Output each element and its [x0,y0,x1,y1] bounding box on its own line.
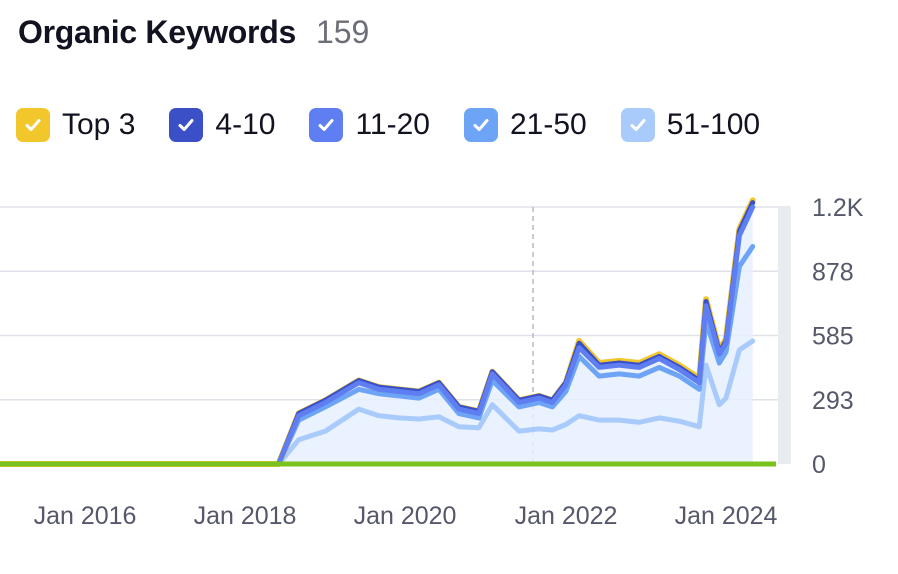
legend-label-4-10: 4-10 [215,108,276,141]
checkbox-51-100[interactable] [620,108,655,142]
area-fill [0,200,753,464]
series-line-51-100[interactable] [0,338,756,467]
legend-item-11-20[interactable]: 11-20 [309,108,430,142]
check-icon [25,119,41,131]
x-tick-label: Jan 2024 [675,502,778,530]
legend-item-51-100[interactable]: 51-100 [620,108,761,142]
checkbox-top-3[interactable] [16,108,50,142]
legend-label-51-100: 51-100 [666,108,761,141]
widget-header: Organic Keywords 159 [18,14,369,51]
checkbox-11-20[interactable] [309,108,344,142]
legend-label-top-3: Top 3 [62,108,136,141]
y-tick-label: 1.2K [812,194,864,222]
y-tick-label: 293 [812,387,854,415]
widget-title: Organic Keywords [18,14,296,50]
x-tick-label: Jan 2020 [354,502,457,530]
x-tick-label: Jan 2018 [194,502,297,530]
current-period-band [778,207,791,464]
check-icon [630,119,646,131]
legend: Top 3 4-10 11-20 21-50 51-100 [16,108,794,142]
legend-label-21-50: 21-50 [509,108,587,141]
check-icon [178,119,194,131]
y-tick-label: 585 [812,323,854,351]
keyword-count: 159 [315,14,370,50]
checkbox-4-10[interactable] [169,108,204,142]
x-tick-label: Jan 2022 [515,502,618,530]
legend-item-4-10[interactable]: 4-10 [169,108,275,142]
check-icon [473,119,489,131]
x-tick-label: Jan 2016 [34,502,137,530]
legend-item-top-3[interactable]: Top 3 [16,108,135,142]
y-tick-label: 0 [812,451,826,479]
checkbox-21-50[interactable] [463,108,498,142]
legend-item-21-50[interactable]: 21-50 [463,108,587,142]
check-icon [318,119,334,131]
series-line-11-20[interactable] [0,204,756,467]
y-tick-label: 878 [812,258,854,286]
legend-label-11-20: 11-20 [355,108,430,141]
